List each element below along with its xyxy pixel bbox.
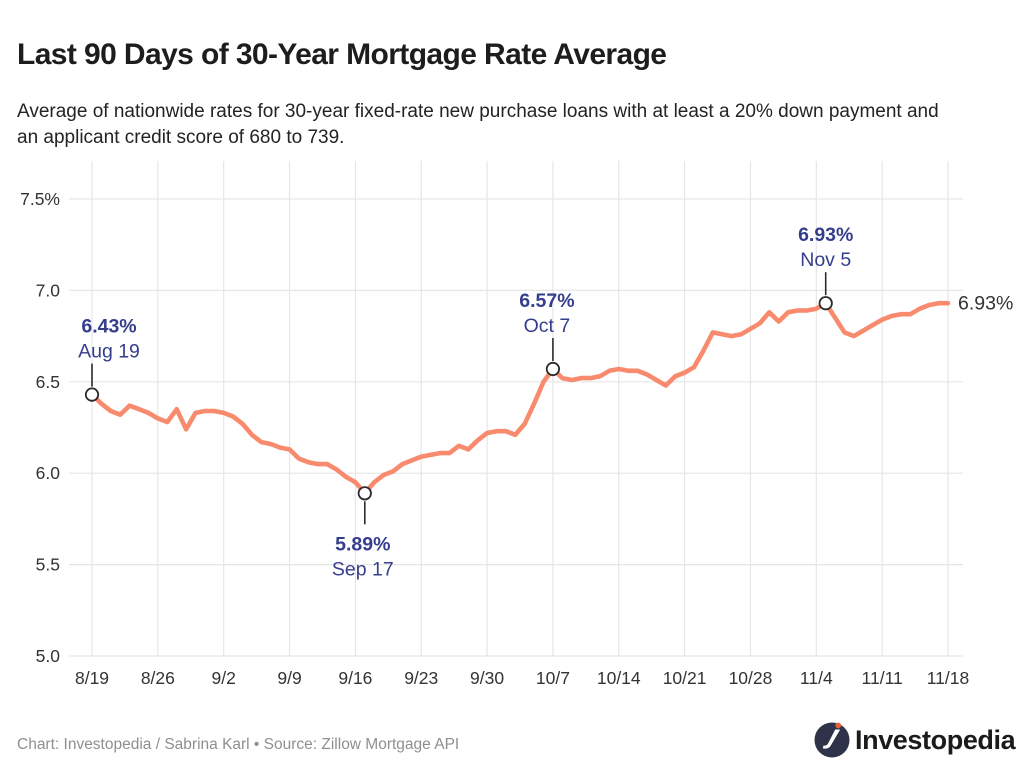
investopedia-logo: Investopedia <box>814 722 1017 758</box>
y-tick-label: 7.5% <box>20 189 60 209</box>
annotation-marker <box>545 361 561 377</box>
x-tick-label: 9/9 <box>277 668 301 688</box>
annotation-date-label: Oct 7 <box>524 315 571 337</box>
y-tick-label: 6.5 <box>36 372 60 392</box>
logo-mark-i-glyph <box>822 729 841 749</box>
x-tick-label: 11/18 <box>927 668 970 688</box>
y-tick-label: 7.0 <box>36 280 61 300</box>
x-tick-label: 9/23 <box>404 668 438 688</box>
annotation-value-label: 6.43% <box>81 316 136 338</box>
logo-wordmark: Investopedia <box>855 725 1017 755</box>
annotation-value-label: 5.89% <box>335 533 390 555</box>
rate-line <box>89 300 951 496</box>
x-tick-label: 10/21 <box>663 668 707 688</box>
annotation-marker <box>818 296 833 311</box>
annotation-date-label: Nov 5 <box>800 249 851 271</box>
page-title: Last 90 Days of 30-Year Mortgage Rate Av… <box>17 38 667 72</box>
x-tick-label: 9/30 <box>470 668 504 688</box>
logo-mark-dot <box>835 722 842 729</box>
annotation-date-label: Aug 19 <box>78 341 140 363</box>
annotation-marker <box>84 387 100 402</box>
x-tick-label: 10/14 <box>597 668 641 688</box>
x-tick-label: 11/4 <box>800 668 833 688</box>
chart-credit: Chart: Investopedia / Sabrina Karl • Sou… <box>17 736 460 753</box>
x-tick-label: 11/11 <box>862 668 903 688</box>
page-subtitle: Average of nationwide rates for 30-year … <box>17 101 939 149</box>
annotation-marker <box>357 486 372 501</box>
x-tick-label: 9/16 <box>338 668 372 688</box>
y-tick-label: 5.5 <box>36 555 60 575</box>
x-tick-label: 10/7 <box>536 668 570 688</box>
x-tick-label: 8/19 <box>75 668 109 688</box>
end-value-label: 6.93% <box>958 293 1013 315</box>
y-tick-label: 6.0 <box>36 463 61 483</box>
x-tick-label: 9/2 <box>212 668 236 688</box>
annotation-value-label: 6.57% <box>519 290 574 312</box>
x-tick-label: 8/26 <box>141 668 175 688</box>
chart-layer: 8/19 8/26 9/2 9/9 9/16 9/23 9/30 10/7 10/14 10/21… <box>20 161 1013 688</box>
x-tick-label: 10/28 <box>729 668 773 688</box>
annotation-date-label: Sep 17 <box>332 558 394 580</box>
annotation-value-label: 6.93% <box>798 224 853 246</box>
y-tick-label: 5.0 <box>36 646 61 666</box>
